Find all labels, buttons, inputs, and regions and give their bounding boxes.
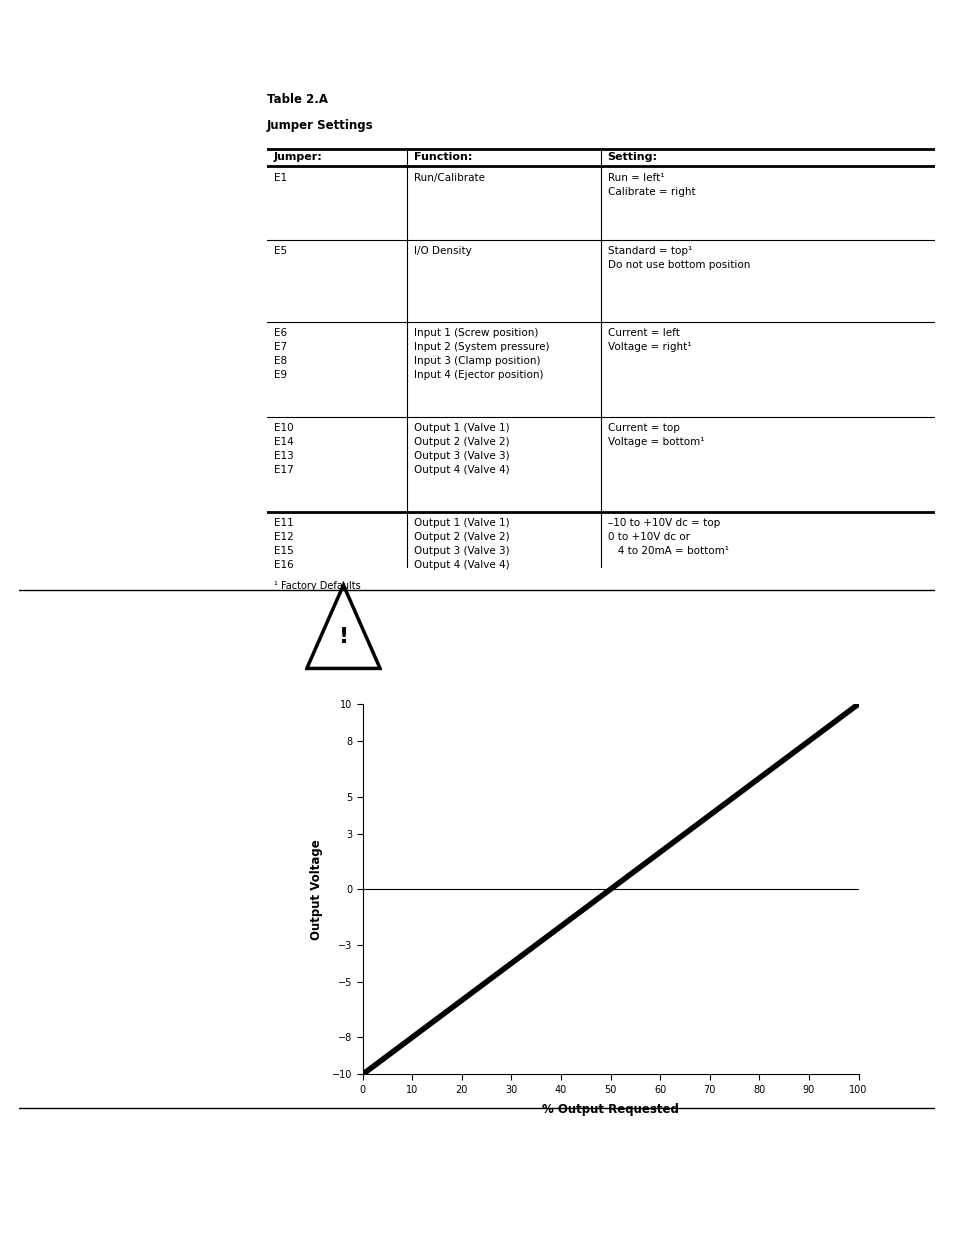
Text: E6
E7
E8
E9: E6 E7 E8 E9 [274, 329, 287, 380]
Text: I/O Density: I/O Density [414, 246, 472, 256]
Text: Function:: Function: [414, 152, 472, 163]
Text: Current = top
Voltage = bottom¹: Current = top Voltage = bottom¹ [607, 424, 703, 447]
Text: Install the QDC Module: Install the QDC Module [38, 41, 218, 56]
Text: E5: E5 [274, 246, 287, 256]
Text: Output 1 (Valve 1)
Output 2 (Valve 2)
Output 3 (Valve 3)
Output 4 (Valve 4): Output 1 (Valve 1) Output 2 (Valve 2) Ou… [414, 424, 509, 475]
Text: Run/Calibrate: Run/Calibrate [414, 173, 484, 183]
Text: Chapter  2: Chapter 2 [38, 25, 128, 41]
Text: Standard = top¹
Do not use bottom position: Standard = top¹ Do not use bottom positi… [607, 246, 749, 270]
Text: Run = left¹
Calibrate = right: Run = left¹ Calibrate = right [607, 173, 695, 196]
Text: Jumper:: Jumper: [274, 152, 322, 163]
X-axis label: % Output Requested: % Output Requested [541, 1103, 679, 1116]
Text: !: ! [338, 627, 348, 647]
Text: Table 2.A: Table 2.A [267, 93, 328, 105]
Text: ¹ Factory Defaults: ¹ Factory Defaults [274, 580, 360, 592]
Y-axis label: Output Voltage: Output Voltage [310, 839, 323, 940]
Text: Setting:: Setting: [607, 152, 657, 163]
Text: E10
E14
E13
E17: E10 E14 E13 E17 [274, 424, 294, 475]
Text: Jumper Settings: Jumper Settings [267, 119, 374, 131]
Text: –10 to +10V dc = top
0 to +10V dc or
   4 to 20mA = bottom¹: –10 to +10V dc = top 0 to +10V dc or 4 t… [607, 519, 728, 557]
Text: Output 1 (Valve 1)
Output 2 (Valve 2)
Output 3 (Valve 3)
Output 4 (Valve 4): Output 1 (Valve 1) Output 2 (Valve 2) Ou… [414, 519, 509, 571]
Text: E11
E12
E15
E16: E11 E12 E15 E16 [274, 519, 294, 571]
Text: Input 1 (Screw position)
Input 2 (System pressure)
Input 3 (Clamp position)
Inpu: Input 1 (Screw position) Input 2 (System… [414, 329, 549, 380]
Text: Current = left
Voltage = right¹: Current = left Voltage = right¹ [607, 329, 691, 352]
Text: E1: E1 [274, 173, 287, 183]
